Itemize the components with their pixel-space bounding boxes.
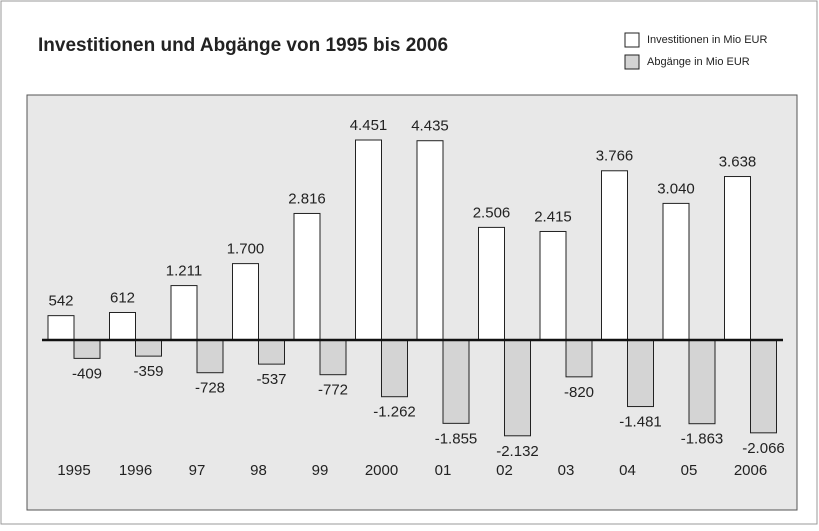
value-label: -537	[256, 371, 286, 388]
value-label: -1.481	[619, 414, 662, 431]
bar	[724, 176, 751, 341]
legend-label: Investitionen in Mio EUR	[647, 34, 767, 46]
bar	[442, 339, 470, 424]
legend-label: Abgänge in Mio EUR	[647, 56, 750, 68]
value-label: 4.435	[411, 118, 449, 135]
bar	[319, 339, 347, 376]
value-label: 2.816	[288, 190, 326, 207]
bar	[504, 339, 531, 437]
bar	[258, 339, 285, 365]
x-tick-label: 03	[558, 462, 575, 479]
legend-swatch	[624, 54, 640, 70]
value-label: -1.855	[435, 430, 478, 447]
value-label: -359	[133, 363, 163, 380]
value-label: 3.638	[719, 153, 757, 170]
bar	[293, 212, 321, 341]
x-tick-label: 97	[189, 462, 206, 479]
bar	[627, 339, 654, 408]
bar	[662, 202, 690, 341]
value-label: 2.506	[473, 204, 511, 221]
x-tick-label: 98	[250, 462, 267, 479]
x-tick-label: 02	[496, 462, 513, 479]
x-tick-label: 2006	[734, 462, 767, 479]
bar	[47, 315, 75, 341]
value-label: -2.132	[496, 443, 539, 460]
bar	[478, 226, 505, 341]
bar	[170, 285, 198, 341]
bar	[539, 230, 567, 341]
value-label: -409	[72, 365, 102, 382]
legend-swatch	[624, 32, 640, 48]
bar	[232, 263, 259, 341]
value-label: -820	[564, 384, 594, 401]
value-label: -1.863	[681, 431, 724, 448]
bar	[601, 170, 628, 341]
x-tick-label: 99	[312, 462, 329, 479]
value-label: -772	[318, 382, 348, 399]
value-label: 3.766	[596, 148, 634, 165]
value-label: -728	[195, 380, 225, 397]
bar	[565, 339, 593, 378]
bar	[109, 312, 136, 341]
x-tick-label: 04	[619, 462, 636, 479]
bar	[688, 339, 716, 425]
value-label: 3.040	[657, 180, 695, 197]
x-tick-label: 1996	[119, 462, 152, 479]
bar	[750, 339, 777, 434]
bar	[135, 339, 162, 357]
x-tick-label: 1995	[57, 462, 90, 479]
bar	[416, 140, 444, 341]
value-label: 2.415	[534, 208, 572, 225]
value-label: 4.451	[350, 117, 388, 134]
value-label: -2.066	[742, 440, 785, 457]
x-tick-label: 01	[435, 462, 452, 479]
chart-title: Investitionen und Abgänge von 1995 bis 2…	[38, 35, 448, 56]
value-label: 1.700	[227, 241, 265, 258]
value-label: -1.262	[373, 404, 416, 421]
value-label: 542	[48, 293, 73, 310]
bar	[381, 339, 408, 398]
bar	[355, 139, 382, 341]
x-tick-label: 2000	[365, 462, 398, 479]
bar	[73, 339, 101, 359]
x-tick-label: 05	[681, 462, 698, 479]
value-label: 612	[110, 289, 135, 306]
value-label: 1.211	[166, 263, 202, 280]
bar	[196, 339, 224, 374]
